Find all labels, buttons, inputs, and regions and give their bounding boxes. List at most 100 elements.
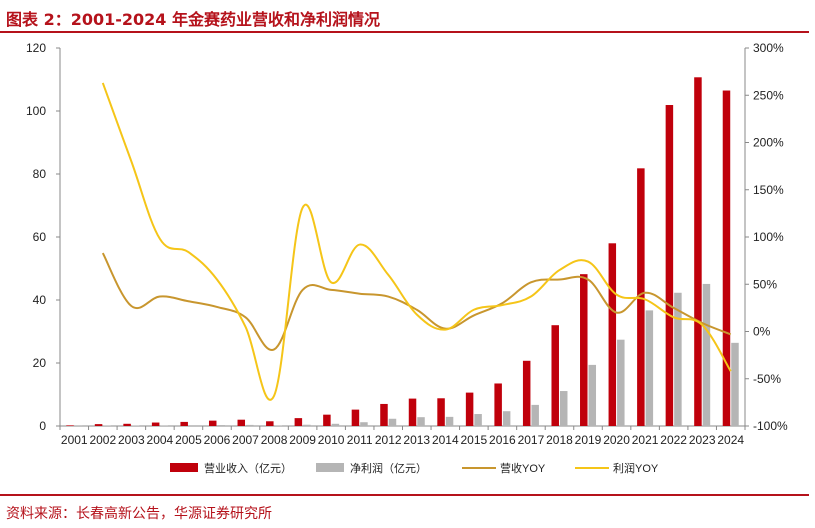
chart-title: 图表 2：2001-2024 年金赛药业营收和净利润情况 [6, 10, 380, 29]
legend-revenue-swatch [170, 463, 198, 472]
revenue-bar [294, 418, 303, 426]
revenue-bar [123, 423, 131, 426]
right-axis-tick-label: 50% [753, 277, 777, 291]
x-axis-tick-label: 2018 [546, 433, 573, 447]
x-axis-tick-label: 2016 [489, 433, 516, 447]
revenue-bar [94, 424, 103, 426]
profit-bar [360, 422, 368, 426]
profit-bar [417, 417, 425, 426]
revenue-bar [437, 398, 445, 426]
left-axis-tick-label: 120 [26, 41, 46, 55]
revenue-bar [522, 360, 531, 426]
profit-bar [474, 414, 482, 426]
x-axis-tick-label: 2004 [147, 433, 174, 447]
profit-bar [160, 425, 168, 426]
title-bar: 图表 2：2001-2024 年金赛药业营收和净利润情况 [0, 0, 815, 33]
right-axis-tick-label: 100% [753, 230, 784, 244]
right-axis-tick-label: 150% [753, 183, 784, 197]
right-axis-tick-label: 300% [753, 41, 784, 55]
source-note: 资料来源：长春高新公告，华源证券研究所 [6, 506, 272, 522]
revenue-bar [266, 421, 274, 426]
x-axis-tick-label: 2017 [518, 433, 545, 447]
revenue-bar [408, 398, 417, 426]
revenue-bar [637, 168, 645, 426]
source-divider [0, 494, 809, 496]
left-axis-tick-label: 20 [33, 356, 47, 370]
x-axis-tick-label: 2013 [403, 433, 430, 447]
profit-bar [331, 423, 340, 426]
right-axis-tick-label: -100% [753, 419, 788, 433]
profit-bar [502, 411, 511, 426]
revenue-yoy-line [101, 252, 732, 351]
revenue-bar [580, 274, 588, 426]
x-axis-tick-label: 2023 [689, 433, 716, 447]
title-divider [0, 31, 809, 33]
x-axis-tick-label: 2009 [289, 433, 316, 447]
x-axis-tick-label: 2006 [204, 433, 231, 447]
profit-bar [388, 418, 397, 426]
x-axis-tick-label: 2007 [232, 433, 259, 447]
profit-bar [645, 310, 654, 426]
revenue-bar [151, 422, 160, 426]
revenue-bar [380, 403, 388, 426]
x-axis-tick-label: 2003 [118, 433, 145, 447]
x-axis-tick-label: 2015 [461, 433, 488, 447]
legend-profit-label: 净利润（亿元） [350, 461, 427, 475]
profit-bar [702, 283, 711, 426]
legend-revenue-yoy-label: 营收YOY [500, 461, 546, 475]
profit-bar [188, 425, 197, 426]
revenue-bar [208, 420, 217, 426]
x-axis-tick-label: 2014 [432, 433, 459, 447]
profit-bar [559, 391, 568, 426]
profit-bar [246, 424, 254, 426]
x-axis-tick-label: 2022 [660, 433, 687, 447]
x-axis-tick-label: 2021 [632, 433, 659, 447]
combo-chart: 0 20 40 60 80 100 120 -100% -50% 0% 50% 100% 150% 200… [26, 41, 788, 475]
left-axis-tick-label: 80 [33, 167, 47, 181]
x-axis-tick-label: 2005 [175, 433, 202, 447]
revenue-bar [551, 325, 559, 426]
left-axis-tick-label: 40 [33, 293, 47, 307]
profit-bar [617, 339, 625, 426]
x-axis-tick-label: 2002 [89, 433, 116, 447]
legend-revenue-label: 营业收入（亿元） [204, 461, 292, 475]
x-axis-tick-label: 2008 [261, 433, 288, 447]
profit-yoy-line [101, 82, 732, 401]
revenue-bar [351, 409, 360, 426]
revenue-bar [494, 383, 502, 426]
profit-bar [531, 404, 539, 426]
revenue-bar [722, 90, 731, 427]
revenue-bar [665, 105, 674, 426]
legend-profit-swatch [316, 463, 344, 472]
chart-area: 0 20 40 60 80 100 120 -100% -50% 0% 50% 100% 150% 200… [0, 34, 815, 489]
x-axis-tick-label: 2024 [717, 433, 744, 447]
right-axis-tick-label: 0% [753, 325, 771, 339]
x-axis-tick-label: 2020 [603, 433, 630, 447]
revenue-bar [465, 392, 474, 426]
left-axis-tick-label: 100 [26, 104, 46, 118]
revenue-bar [237, 419, 246, 426]
revenue-bar [180, 421, 188, 426]
revenue-bar [66, 425, 74, 426]
profit-bar [217, 425, 225, 426]
profit-bar [588, 364, 597, 426]
profit-bar [303, 424, 311, 426]
x-axis-tick-label: 2010 [318, 433, 345, 447]
profit-bar [445, 416, 454, 426]
x-axis-tick-label: 2019 [575, 433, 602, 447]
left-axis-tick-label: 0 [39, 419, 46, 433]
right-axis-tick-label: 200% [753, 136, 784, 150]
right-axis-tick-label: 250% [753, 88, 784, 102]
profit-bar [274, 425, 283, 426]
right-axis-tick-label: -50% [753, 372, 781, 386]
revenue-bar [608, 243, 617, 426]
revenue-bar [694, 77, 702, 427]
profit-bar [674, 292, 682, 426]
x-axis-tick-label: 2012 [375, 433, 402, 447]
profit-bar [731, 342, 739, 426]
x-axis-tick-label: 2011 [347, 433, 373, 447]
revenue-bar [323, 414, 331, 426]
legend-profit-yoy-label: 利润YOY [613, 461, 659, 475]
x-axis-tick-label: 2001 [61, 433, 88, 447]
left-axis-tick-label: 60 [33, 230, 47, 244]
